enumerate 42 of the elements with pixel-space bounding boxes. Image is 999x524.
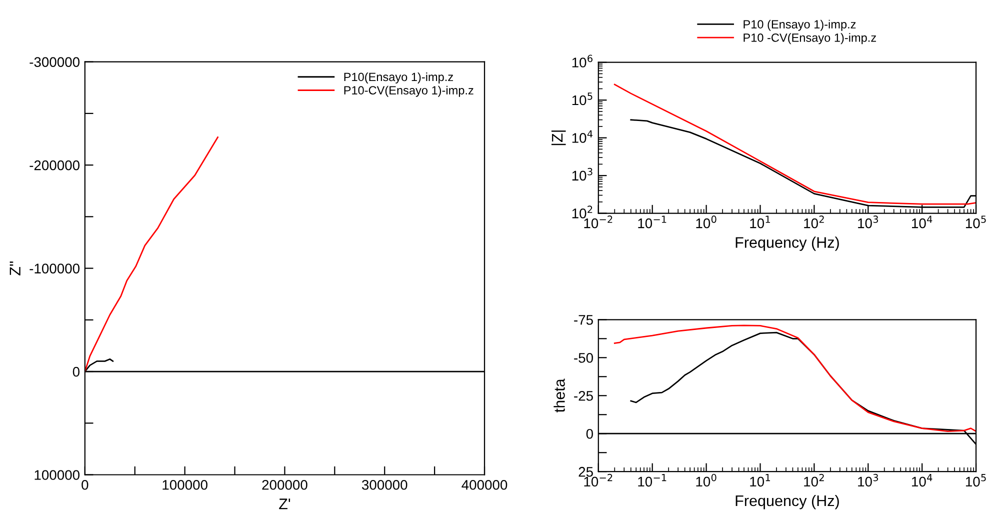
y-tick-label: -100000 bbox=[30, 264, 80, 274]
x-tick-label: 10$^{4}$ bbox=[912, 216, 932, 228]
y-tick-label: 10$^{5}$ bbox=[572, 92, 592, 106]
x-axis-title: Frequency (Hz) bbox=[736, 236, 839, 251]
x-axis-title: Z' bbox=[279, 498, 290, 510]
x-tick-label: 10$^{3}$ bbox=[858, 474, 878, 487]
x-tick-label: 10$^{0}$ bbox=[696, 474, 716, 487]
y-tick-label: -300000 bbox=[30, 57, 80, 67]
legend-label: P10 (Ensayo 1)-imp.z bbox=[744, 20, 856, 31]
x-tick-label: 100000 bbox=[162, 480, 208, 490]
y-axis-title: |Z| bbox=[551, 130, 566, 146]
x-tick-label: 10$^{3}$ bbox=[858, 216, 878, 228]
x-tick-label: 200000 bbox=[262, 480, 308, 490]
x-tick-label: 10$^{1}$ bbox=[750, 474, 770, 487]
x-tick-label: 10$^{5}$ bbox=[966, 216, 986, 228]
y-tick-label: 0 bbox=[586, 428, 593, 439]
y-tick-label: -200000 bbox=[30, 160, 80, 170]
x-tick-label: 0 bbox=[82, 480, 88, 490]
x-axis-title: Frequency (Hz) bbox=[736, 494, 839, 510]
y-tick-label: -75 bbox=[574, 315, 593, 325]
x-tick-label: 10$^{0}$ bbox=[696, 216, 716, 228]
y-tick-label: 10$^{3}$ bbox=[572, 168, 592, 181]
x-tick-label: 10$^{−1}$ bbox=[638, 474, 666, 487]
legend-label: P10 -CV(Ensayo 1)-imp.z bbox=[744, 33, 876, 44]
legend-label: P10(Ensayo 1)-imp.z bbox=[344, 72, 453, 84]
x-tick-label: 400000 bbox=[462, 480, 508, 490]
y-tick-label: 10$^{4}$ bbox=[572, 130, 593, 143]
y-tick-label: 10$^{2}$ bbox=[572, 206, 592, 218]
y-axis-title: theta bbox=[554, 378, 565, 412]
y-tick-label: 10$^{6}$ bbox=[572, 54, 592, 68]
legend-label: P10-CV(Ensayo 1)-imp.z bbox=[344, 86, 474, 97]
x-tick-label: 10$^{−1}$ bbox=[638, 216, 666, 228]
x-tick-label: 10$^{4}$ bbox=[912, 474, 932, 487]
x-tick-label: 300000 bbox=[362, 480, 408, 490]
y-tick-label: -25 bbox=[574, 390, 593, 401]
y-tick-label: -50 bbox=[574, 352, 593, 363]
x-tick-label: 10$^{2}$ bbox=[804, 216, 824, 228]
x-tick-label: 10$^{1}$ bbox=[750, 216, 770, 228]
x-tick-label: 10$^{5}$ bbox=[966, 474, 986, 487]
y-axis-title: Z'' bbox=[10, 261, 20, 276]
x-tick-label: 10$^{2}$ bbox=[804, 474, 824, 487]
y-tick-label: 0 bbox=[72, 366, 80, 377]
